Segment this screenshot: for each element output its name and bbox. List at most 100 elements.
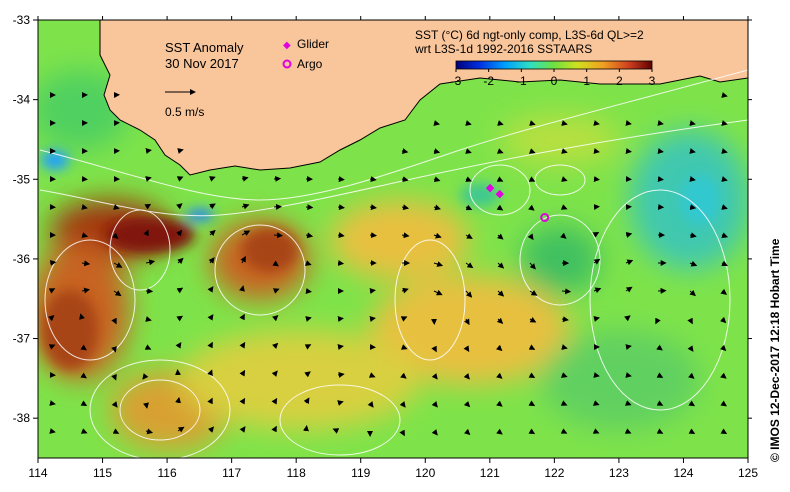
current-arrow-icon bbox=[177, 148, 184, 154]
current-arrow-icon bbox=[337, 232, 345, 239]
current-arrow-icon bbox=[209, 229, 216, 237]
current-arrow-icon bbox=[111, 401, 118, 408]
current-arrow-icon bbox=[207, 314, 214, 321]
current-arrow-icon bbox=[207, 426, 215, 433]
current-arrow-icon bbox=[337, 176, 345, 183]
current-arrow-icon bbox=[369, 232, 378, 239]
current-arrow-icon bbox=[593, 316, 600, 322]
current-arrow-icon bbox=[145, 148, 152, 154]
x-tick-label: 123 bbox=[609, 466, 629, 480]
current-arrow-icon bbox=[80, 372, 87, 379]
current-vectors bbox=[47, 92, 729, 437]
scale-label: 0.5 m/s bbox=[165, 105, 204, 119]
current-arrow-icon bbox=[496, 176, 504, 182]
current-arrow-icon bbox=[433, 289, 443, 296]
current-arrow-icon bbox=[48, 344, 56, 350]
current-arrow-icon bbox=[528, 148, 536, 154]
current-arrow-icon bbox=[657, 176, 664, 182]
current-arrow-icon bbox=[176, 315, 184, 322]
map-date: 30 Nov 2017 bbox=[165, 56, 239, 71]
glider-marker-icon: ◆ bbox=[496, 187, 505, 200]
current-arrow-icon bbox=[593, 258, 601, 265]
current-arrow-icon bbox=[496, 204, 504, 211]
current-arrow-icon bbox=[463, 400, 471, 408]
current-arrow-icon bbox=[176, 229, 183, 237]
current-arrow-icon bbox=[465, 120, 472, 126]
glider-marker-icon: ◆ bbox=[486, 181, 495, 194]
current-arrow-icon bbox=[80, 400, 88, 407]
current-arrow-icon bbox=[561, 148, 568, 154]
current-arrow-icon bbox=[465, 176, 472, 182]
current-arrow-icon bbox=[592, 232, 600, 238]
current-arrow-icon bbox=[112, 232, 119, 239]
current-arrow-icon bbox=[113, 290, 122, 297]
current-arrow-icon bbox=[337, 344, 344, 350]
current-arrow-icon bbox=[305, 232, 314, 239]
current-arrow-icon bbox=[239, 397, 246, 405]
current-arrow-icon bbox=[624, 315, 631, 322]
current-arrow-icon bbox=[560, 204, 568, 210]
current-arrow-icon bbox=[207, 369, 213, 377]
current-arrow-icon bbox=[272, 260, 279, 267]
current-arrow-icon bbox=[273, 232, 284, 239]
current-arrow-icon bbox=[463, 373, 470, 380]
current-arrow-icon bbox=[463, 428, 471, 436]
current-arrow-icon bbox=[303, 397, 310, 405]
current-arrow-icon bbox=[720, 288, 728, 295]
current-arrow-icon bbox=[560, 428, 568, 434]
current-arrow-icon bbox=[113, 204, 120, 210]
current-arrow-icon bbox=[207, 397, 213, 405]
colorbar-tick-label: 0 bbox=[551, 74, 558, 88]
current-arrow-icon bbox=[431, 429, 438, 436]
current-arrow-icon bbox=[720, 372, 727, 379]
current-arrow-icon bbox=[689, 176, 696, 182]
current-arrow-icon bbox=[560, 232, 567, 239]
current-arrow-icon bbox=[304, 344, 312, 350]
colorbar: SST (°C) 6d ngt-only comp, L3S-6d QL>=2 … bbox=[414, 28, 656, 88]
current-arrow-icon bbox=[593, 372, 600, 378]
current-arrow-icon bbox=[561, 288, 572, 295]
current-arrow-icon bbox=[433, 204, 441, 211]
current-arrow-icon bbox=[656, 344, 663, 351]
current-arrow-icon bbox=[433, 176, 441, 183]
current-arrow-icon bbox=[239, 369, 246, 377]
current-arrow-icon bbox=[496, 317, 504, 324]
current-arrow-icon bbox=[529, 120, 536, 126]
colorbar-tick-label: 2 bbox=[616, 74, 623, 88]
current-arrow-icon bbox=[367, 401, 374, 408]
current-arrow-icon bbox=[271, 342, 279, 350]
current-arrow-icon bbox=[304, 371, 311, 378]
current-arrow-icon bbox=[49, 428, 56, 434]
current-arrow-icon bbox=[465, 204, 473, 211]
current-arrow-icon bbox=[177, 426, 185, 433]
current-arrow-icon bbox=[688, 400, 696, 407]
current-arrow-icon bbox=[49, 400, 56, 406]
current-arrow-icon bbox=[145, 259, 156, 266]
current-arrow-icon bbox=[721, 176, 728, 182]
colorbar-tick-label: -3 bbox=[451, 74, 462, 88]
current-arrow-icon bbox=[239, 426, 246, 433]
current-arrow-icon bbox=[241, 203, 250, 210]
current-arrow-icon bbox=[625, 344, 632, 350]
current-arrow-icon bbox=[657, 120, 664, 126]
y-tick-label: -34 bbox=[13, 93, 31, 107]
current-arrow-icon bbox=[239, 341, 246, 349]
current-arrow-icon bbox=[593, 148, 600, 154]
current-arrow-icon bbox=[560, 400, 568, 406]
current-arrow-icon bbox=[465, 290, 473, 298]
current-arrow-icon bbox=[79, 313, 85, 320]
x-tick-label: 117 bbox=[222, 466, 241, 480]
current-arrow-icon bbox=[142, 373, 149, 380]
current-arrow-icon bbox=[433, 120, 440, 126]
current-arrow-icon bbox=[369, 288, 376, 294]
current-arrow-icon bbox=[689, 260, 698, 267]
current-arrow-icon bbox=[176, 287, 184, 294]
current-arrow-icon bbox=[241, 230, 251, 237]
colorbar-ticks: -3 -2 -1 0 1 2 3 bbox=[451, 69, 656, 88]
current-arrow-icon bbox=[271, 397, 278, 405]
argo-legend-label: Argo bbox=[297, 57, 323, 71]
current-arrow-icon bbox=[689, 289, 696, 297]
current-arrow-icon bbox=[433, 148, 441, 154]
current-arrow-icon bbox=[687, 345, 694, 352]
